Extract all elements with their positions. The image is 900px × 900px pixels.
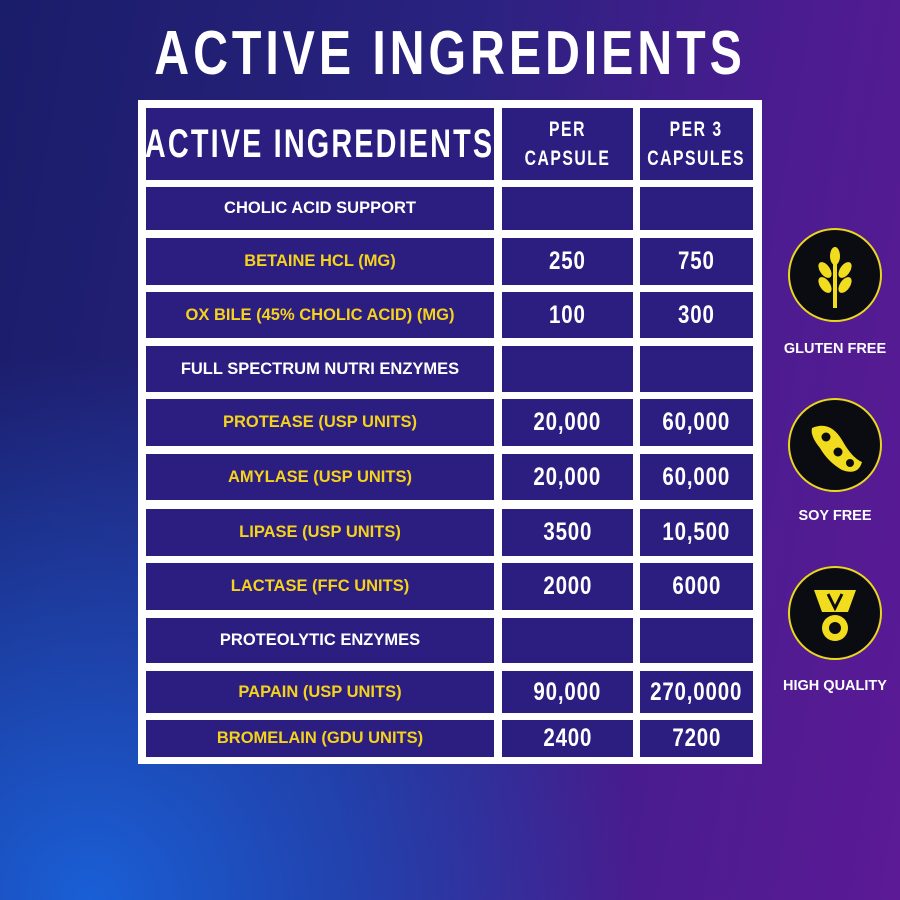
row-cell <box>502 618 633 663</box>
badge-label: SOY FREE <box>798 508 872 524</box>
row-cell: 10,500 <box>640 509 753 556</box>
row-cell: LIPASE (USP UNITS) <box>146 509 494 556</box>
amount: 60,000 <box>662 408 731 436</box>
amount: 750 <box>678 247 715 275</box>
row-cell <box>502 346 633 392</box>
amount: 20,000 <box>533 408 602 436</box>
row-cell <box>640 618 753 663</box>
row-cell: 60,000 <box>640 399 753 446</box>
ingredient-label: LIPASE (USP UNITS) <box>239 523 401 541</box>
row-cell: 90,000 <box>502 671 633 713</box>
row-cell: AMYLASE (USP UNITS) <box>146 454 494 500</box>
row-cell: BROMELAIN (GDU UNITS) <box>146 720 494 757</box>
row-cell: PAPAIN (USP UNITS) <box>146 671 494 713</box>
amount: 90,000 <box>533 677 602 706</box>
row-cell: 2400 <box>502 720 633 757</box>
amount: 250 <box>549 247 586 275</box>
section-label: CHOLIC ACID SUPPORT <box>224 199 416 217</box>
badge-label: HIGH QUALITY <box>783 678 887 694</box>
row-cell: PROTEASE (USP UNITS) <box>146 399 494 446</box>
row-cell: 7200 <box>640 720 753 757</box>
row-cell: FULL SPECTRUM NUTRI ENZYMES <box>146 346 494 392</box>
ingredient-label: OX BILE (45% CHOLIC ACID) (MG) <box>185 305 455 324</box>
row-cell: BETAINE HCL (MG) <box>146 238 494 285</box>
header-cell: PER CAPSULE <box>502 108 633 180</box>
ingredient-label: BROMELAIN (GDU UNITS) <box>216 729 424 747</box>
ingredients-table: ACTIVE INGREDIENTS PER CAPSULE PER 3 CAPSU… <box>138 100 762 764</box>
row-cell <box>640 187 753 230</box>
ingredient-label: LACTASE (FFC UNITS) <box>230 577 410 595</box>
amount: 7200 <box>672 724 721 752</box>
amount: 100 <box>549 300 586 329</box>
gluten-free-icon <box>788 228 882 322</box>
section-label: FULL SPECTRUM NUTRI ENZYMES <box>180 359 460 378</box>
badge-label: GLUTEN FREE <box>783 341 887 357</box>
row-cell: LACTASE (FFC UNITS) <box>146 563 494 610</box>
amount: 300 <box>678 300 715 329</box>
row-cell: 300 <box>640 292 753 338</box>
row-cell: PROTEOLYTIC ENZYMES <box>146 618 494 663</box>
row-cell: 2000 <box>502 563 633 610</box>
row-cell <box>640 346 753 392</box>
section-label: PROTEOLYTIC ENZYMES <box>219 631 421 649</box>
row-cell: 270,0000 <box>640 671 753 713</box>
row-cell: 750 <box>640 238 753 285</box>
header-ingredient: ACTIVE INGREDIENTS <box>145 121 495 166</box>
row-cell: 250 <box>502 238 633 285</box>
ingredient-label: BETAINE HCL (MG) <box>244 252 396 270</box>
header-cell: PER 3 CAPSULES <box>640 108 753 180</box>
row-cell: 6000 <box>640 563 753 610</box>
row-cell: 3500 <box>502 509 633 556</box>
ingredient-label: PAPAIN (USP UNITS) <box>238 682 402 701</box>
row-cell: 60,000 <box>640 454 753 500</box>
row-cell: 100 <box>502 292 633 338</box>
page-title: ACTIVE INGREDIENTS <box>154 19 746 88</box>
row-cell: CHOLIC ACID SUPPORT <box>146 187 494 230</box>
amount: 2000 <box>543 572 592 600</box>
amount: 10,500 <box>662 518 731 546</box>
soy-free-icon <box>788 398 882 492</box>
amount: 2400 <box>543 724 592 752</box>
row-cell: 20,000 <box>502 454 633 500</box>
header-per-3-capsules: PER 3 CAPSULES <box>647 118 746 170</box>
row-cell: OX BILE (45% CHOLIC ACID) (MG) <box>146 292 494 338</box>
header-per-capsule: PER CAPSULE <box>524 118 611 170</box>
header-cell: ACTIVE INGREDIENTS <box>145 108 495 180</box>
amount: 270,0000 <box>650 677 743 706</box>
row-cell <box>502 187 633 230</box>
amount: 3500 <box>543 518 592 546</box>
high-quality-icon <box>788 566 882 660</box>
amount: 6000 <box>672 572 721 600</box>
row-cell: 20,000 <box>502 399 633 446</box>
ingredient-label: AMYLASE (USP UNITS) <box>228 467 412 486</box>
ingredient-label: PROTEASE (USP UNITS) <box>222 413 418 431</box>
amount: 20,000 <box>533 462 602 491</box>
amount: 60,000 <box>662 462 731 491</box>
